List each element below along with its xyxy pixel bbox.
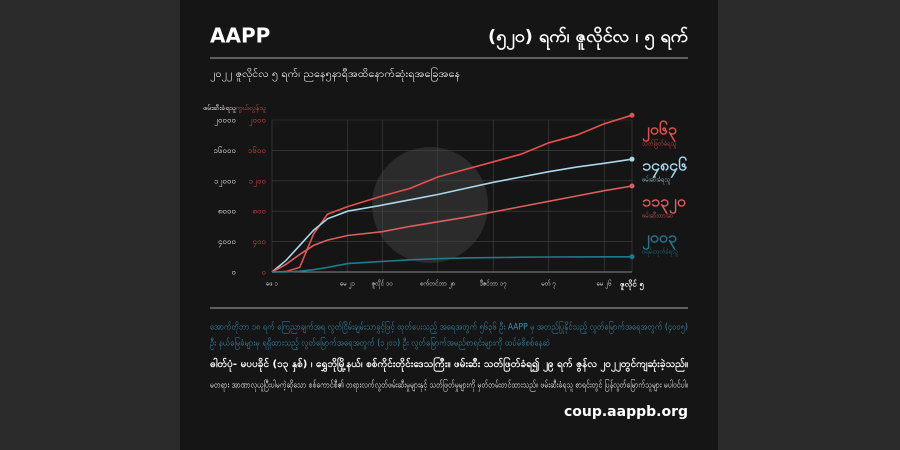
x-tick-label: ဇူလိုင် ၅	[620, 279, 644, 292]
end-marker	[629, 112, 635, 118]
end-value-label: ၂၀၀၃	[642, 228, 677, 251]
url: coup.aappb.org	[564, 404, 688, 420]
end-value-label: ၁၄၈၄၆	[642, 156, 687, 179]
series-line	[271, 158, 633, 273]
y-tick-label: ၁၆၀၀၀	[214, 145, 237, 155]
end-value-label: ၁၁၃၂၀	[642, 192, 686, 215]
end-value-label: ၂၀၆၃	[642, 120, 677, 143]
x-tick-label: မေ ၂၁	[340, 281, 355, 289]
legend-label: ဖမ်းဆီးထားဆဲ	[642, 212, 673, 220]
legend-label: သတ်ဖြတ်ခံရသူ	[642, 139, 677, 149]
y2-axis-title: ကွယ်လွန်သူ	[235, 104, 266, 113]
brand: AAPP	[210, 24, 270, 48]
statement: မတရား အာဏာလုယူပြီးပါမကဲ့ဆိုသော စစ်ကောင်စ…	[210, 379, 688, 392]
note: အောက်တိုဘာ ၁၈ ရက် ကြေညာချက်အရ လွတ်ငြိမ်း…	[210, 321, 688, 334]
series-line	[271, 185, 633, 273]
date: (၅၂၀) ရက်၊ ဇူလိုင်လ ၊ ၅ ရက်	[488, 26, 688, 51]
y-axis-title: ဖမ်းဆီးခံရသူ	[203, 104, 236, 113]
x-tick-label: မေ ၂၆	[597, 280, 613, 289]
y2-tick-label: ၂၀၀၀	[249, 116, 266, 127]
y2-tick-label: ၈၀၀	[252, 207, 266, 216]
legend-label: ဝရမ်းထုတ်ခံရသူ	[642, 248, 678, 257]
photo	[372, 147, 488, 263]
x-tick-label: မတ် ၇	[541, 280, 556, 289]
end-marker	[629, 183, 635, 189]
x-tick-label: ဇူလိုင် ၁၀	[372, 280, 393, 289]
y2-tick-label: ၁၂၀၀	[249, 176, 266, 187]
y2-tick-label: ၁၆၀၀	[248, 145, 266, 155]
end-marker	[629, 254, 635, 260]
y-tick-label: ၁၂၀၀၀	[214, 176, 236, 187]
y-tick-label: ၀	[232, 268, 237, 277]
caption: ဓါတ်ပုံ- မပပခိုင် (၁၃ နှစ်) ၊ ရွှေဘိုမြိ…	[210, 356, 688, 373]
y-tick-label: ၂၀၀၀၀	[214, 116, 236, 127]
note: ဦး နယ်မြေခံများမှ ရရှိထားသည့် လွတ်မြောက်…	[210, 337, 550, 350]
y2-tick-label: ၀	[262, 268, 267, 277]
y2-tick-label: ၄၀၀	[253, 237, 267, 248]
y-tick-label: ၈၀၀၀	[218, 207, 236, 216]
subtitle: ၂၀၂၂ ဇူလိုင်လ ၅ ရက်၊ ညနေ၅နာရီအထိနောက်ဆုံ…	[210, 66, 460, 82]
y-tick-label: ၄၀၀၀	[218, 237, 236, 248]
x-tick-label: ဒီဇင်ဘာ ၁၇	[480, 280, 507, 289]
x-tick-label: ဖေ ၁	[266, 281, 278, 288]
legend-label: ဖမ်းဆီးခံရသူ	[642, 176, 671, 185]
x-tick-label: စက်တင်ဘာ ၂၈	[420, 280, 455, 289]
series-line	[272, 256, 632, 273]
end-marker	[629, 156, 635, 162]
